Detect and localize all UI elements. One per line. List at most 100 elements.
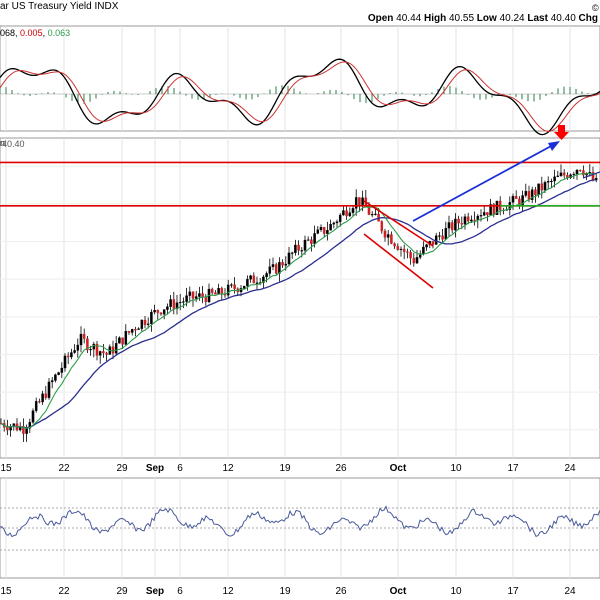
candle-body — [473, 219, 476, 221]
last-price-tag: 40.40 — [2, 139, 25, 149]
candle-body — [102, 351, 105, 354]
candle-body — [73, 350, 76, 353]
candle-body — [130, 329, 134, 333]
candle-body — [380, 221, 384, 232]
candle-body — [457, 218, 460, 224]
candle-body — [342, 210, 345, 216]
price-frame — [0, 137, 600, 459]
candle-body — [329, 224, 332, 231]
candle-body — [162, 309, 166, 315]
candle-body — [338, 214, 342, 222]
candle-body — [409, 251, 412, 259]
candle-body — [242, 285, 246, 289]
candle-body — [127, 331, 131, 333]
candle-body — [306, 239, 310, 241]
candle-body — [166, 306, 169, 310]
candle-body — [31, 410, 35, 423]
candle-body — [159, 312, 163, 315]
candle-body — [402, 248, 406, 252]
quote-readout: Open 40.44 High 40.55 Low 40.24 Last 40.… — [367, 13, 598, 24]
candle-body — [290, 252, 294, 254]
candle-body — [463, 216, 467, 225]
candle-body — [188, 291, 192, 296]
x-tick-label: 29 — [116, 586, 128, 597]
candle-body — [386, 234, 390, 238]
candle-body — [194, 296, 198, 299]
candle-body — [393, 243, 396, 247]
candle-body — [217, 288, 220, 295]
x-tick-label: 17 — [507, 586, 519, 597]
candle-body — [137, 328, 140, 330]
candle-body — [172, 299, 176, 309]
candle-body — [265, 273, 268, 278]
candle-body — [553, 176, 556, 182]
candle-body — [572, 173, 576, 176]
candle-body — [252, 275, 256, 284]
candle-body — [345, 210, 348, 217]
candle-body — [543, 182, 547, 191]
candle-body — [546, 180, 550, 183]
candle-body — [374, 213, 377, 215]
candle-body — [44, 393, 48, 398]
candle-body — [175, 302, 179, 309]
candle-body — [60, 367, 64, 373]
candle-body — [450, 222, 454, 231]
candle-body — [284, 263, 288, 266]
short-trend-line — [582, 171, 600, 179]
candle-body — [310, 239, 313, 244]
x-tick-label: 10 — [450, 586, 462, 597]
candle-body — [354, 197, 358, 209]
candle-body — [41, 393, 44, 403]
candle-body — [425, 244, 428, 248]
candle-body — [118, 337, 121, 344]
candle-body — [578, 169, 582, 172]
candle-body — [415, 257, 419, 264]
x-tick-label: Oct — [390, 586, 407, 597]
candle-body — [281, 262, 284, 266]
x-tick-label: 19 — [279, 463, 291, 474]
candle-body — [303, 239, 307, 251]
candle-body — [534, 189, 537, 196]
uptrend-arrow-head — [548, 141, 560, 151]
candle-body — [575, 169, 579, 175]
candle-body — [431, 241, 435, 245]
candle-body — [210, 288, 214, 293]
copyright-mark: © S — [592, 3, 600, 13]
long-moving-average — [0, 178, 597, 429]
candle-body — [156, 310, 160, 313]
candle-body — [66, 355, 70, 358]
candle-body — [249, 275, 252, 280]
candle-body — [556, 175, 560, 177]
candle-body — [511, 196, 515, 203]
candle-body — [294, 244, 297, 253]
candle-body — [530, 189, 534, 200]
candle-body — [114, 343, 118, 354]
candle-body — [50, 380, 54, 383]
candle-body — [495, 200, 499, 215]
candle-body — [76, 344, 80, 351]
candle-body — [38, 401, 41, 403]
candle-body — [182, 301, 185, 303]
x-tick-label: 6 — [177, 463, 183, 474]
candle-body — [34, 401, 38, 411]
candle-body — [486, 212, 489, 216]
candle-body — [422, 246, 425, 254]
candle-body — [146, 323, 150, 325]
candle-body — [111, 346, 115, 354]
uptrend-line — [412, 144, 554, 222]
x-tick-label: 19 — [279, 586, 291, 597]
rsi-line — [0, 505, 600, 538]
x-tick-label: 29 — [116, 463, 128, 474]
x-tick-label: 26 — [335, 586, 347, 597]
macd-frame — [0, 25, 600, 132]
price-panel-label: n — [0, 138, 5, 148]
candle-body — [86, 338, 89, 351]
candle-body — [482, 212, 486, 216]
candle-body — [178, 301, 182, 304]
candle-body — [367, 207, 371, 215]
candle-body — [105, 352, 108, 355]
candle-body — [57, 372, 60, 375]
candlesticks — [0, 164, 598, 442]
x-tick-label: 24 — [564, 586, 576, 597]
